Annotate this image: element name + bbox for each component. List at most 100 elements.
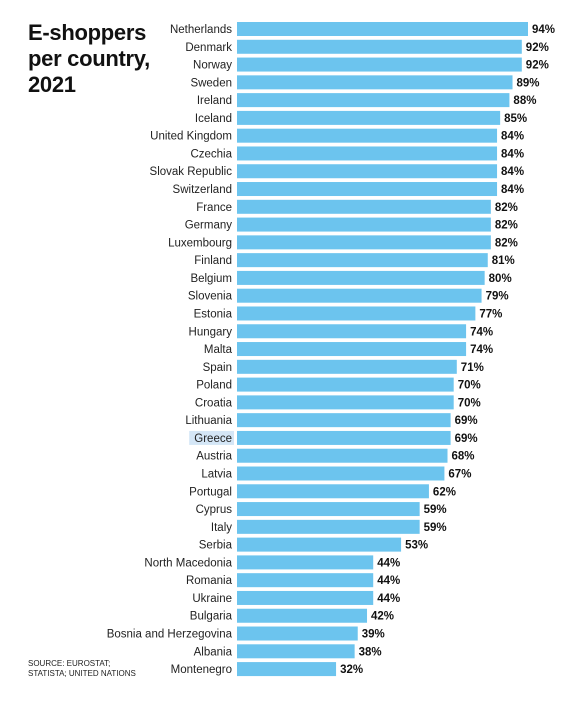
- bar: [237, 608, 368, 623]
- bar: [237, 182, 498, 197]
- bar: [237, 626, 358, 641]
- category-label: Hungary: [189, 326, 233, 338]
- category-label: Cyprus: [196, 504, 233, 516]
- bar-row-norway: Norway 92%: [193, 57, 549, 72]
- bar: [237, 39, 522, 54]
- value-label: 74%: [470, 326, 493, 338]
- value-label: 92%: [526, 60, 549, 72]
- source-note: SOURCE: EUROSTAT; STATISTA; UNITED NATIO…: [28, 659, 136, 679]
- value-label: 92%: [526, 42, 549, 54]
- value-label: 89%: [517, 77, 540, 89]
- bar-row-austria: Austria 68%: [196, 448, 475, 463]
- bar-row-italy: Italy 59%: [211, 519, 447, 534]
- bar-row-romania: Romania 44%: [186, 573, 400, 588]
- value-label: 59%: [424, 522, 447, 534]
- bar-row-france: France 82%: [196, 199, 518, 214]
- bar-row-slovenia: Slovenia 79%: [188, 288, 509, 303]
- category-label: Denmark: [185, 42, 232, 54]
- bar: [237, 22, 528, 36]
- bar: [237, 590, 374, 605]
- bar-row-north-macedonia: North Macedonia 44%: [144, 555, 400, 570]
- value-label: 84%: [501, 148, 524, 160]
- category-label: Norway: [193, 60, 232, 72]
- category-label: Switzerland: [173, 184, 232, 196]
- value-label: 84%: [501, 166, 524, 178]
- bar: [237, 484, 429, 499]
- value-label: 79%: [486, 291, 509, 303]
- value-label: 38%: [359, 646, 382, 658]
- bar: [237, 217, 491, 232]
- category-label: Belgium: [190, 273, 232, 285]
- title-line: 2021: [28, 72, 76, 97]
- category-label: Ireland: [197, 95, 232, 107]
- bar-row-ukraine: Ukraine 44%: [192, 590, 400, 605]
- bar-row-luxembourg: Luxembourg 82%: [168, 235, 518, 250]
- bar: [237, 199, 491, 214]
- bar-row-ireland: Ireland 88%: [197, 93, 536, 108]
- value-label: 44%: [377, 575, 400, 587]
- value-label: 42%: [371, 611, 394, 623]
- value-label: 69%: [455, 433, 478, 445]
- category-label: Albania: [194, 646, 233, 658]
- bar: [237, 235, 491, 250]
- category-label: Poland: [196, 380, 232, 392]
- bar: [237, 466, 445, 481]
- bar: [237, 644, 355, 659]
- bar: [237, 324, 467, 339]
- value-label: 80%: [489, 273, 512, 285]
- bar-row-lithuania: Lithuania 69%: [185, 413, 478, 428]
- value-label: 68%: [452, 451, 475, 463]
- bar: [237, 537, 402, 552]
- bar-row-finland: Finland 81%: [194, 253, 515, 268]
- value-label: 62%: [433, 486, 456, 498]
- category-label: Estonia: [194, 308, 233, 320]
- bar: [237, 57, 522, 72]
- value-label: 69%: [455, 415, 478, 427]
- value-label: 84%: [501, 184, 524, 196]
- bar-row-poland: Poland 70%: [196, 377, 481, 392]
- bar: [237, 306, 476, 321]
- bar-row-spain: Spain 71%: [203, 359, 484, 374]
- bar-row-greece: Greece 69%: [189, 430, 478, 445]
- bar-row-montenegro: Montenegro 32%: [171, 662, 363, 677]
- category-label: Montenegro: [171, 664, 232, 676]
- category-label: Czechia: [190, 148, 232, 160]
- bar-row-slovak-republic: Slovak Republic 84%: [150, 164, 524, 179]
- category-label: Luxembourg: [168, 237, 232, 249]
- value-label: 82%: [495, 202, 518, 214]
- bar: [237, 395, 454, 410]
- bar-row-cyprus: Cyprus 59%: [196, 502, 447, 517]
- bar: [237, 413, 451, 428]
- value-label: 44%: [377, 593, 400, 605]
- value-label: 32%: [340, 664, 363, 676]
- category-highlight: [189, 430, 234, 445]
- bar-row-germany: Germany 82%: [185, 217, 518, 232]
- bar-row-bosnia-and-herzegovina: Bosnia and Herzegovina 39%: [107, 626, 385, 641]
- bar-row-hungary: Hungary 74%: [189, 324, 493, 339]
- bar: [237, 573, 374, 588]
- category-label: Greece: [194, 433, 232, 445]
- bar-row-bulgaria: Bulgaria 42%: [190, 608, 394, 623]
- value-label: 59%: [424, 504, 447, 516]
- value-label: 74%: [470, 344, 493, 356]
- source-line: SOURCE: EUROSTAT;: [28, 659, 111, 668]
- value-label: 44%: [377, 557, 400, 569]
- bar: [237, 342, 467, 357]
- bar-row-switzerland: Switzerland 84%: [173, 182, 524, 197]
- category-label: Italy: [211, 522, 232, 534]
- value-label: 85%: [504, 113, 527, 125]
- category-label: Slovenia: [188, 291, 233, 303]
- category-label: North Macedonia: [144, 557, 232, 569]
- value-label: 84%: [501, 131, 524, 143]
- value-label: 39%: [362, 629, 385, 641]
- bar: [237, 288, 482, 303]
- category-label: France: [196, 202, 232, 214]
- bar: [237, 270, 485, 285]
- bar: [237, 430, 451, 445]
- category-label: Latvia: [201, 469, 232, 481]
- bar: [237, 377, 454, 392]
- category-label: Bulgaria: [190, 611, 233, 623]
- bar: [237, 662, 337, 677]
- value-label: 82%: [495, 237, 518, 249]
